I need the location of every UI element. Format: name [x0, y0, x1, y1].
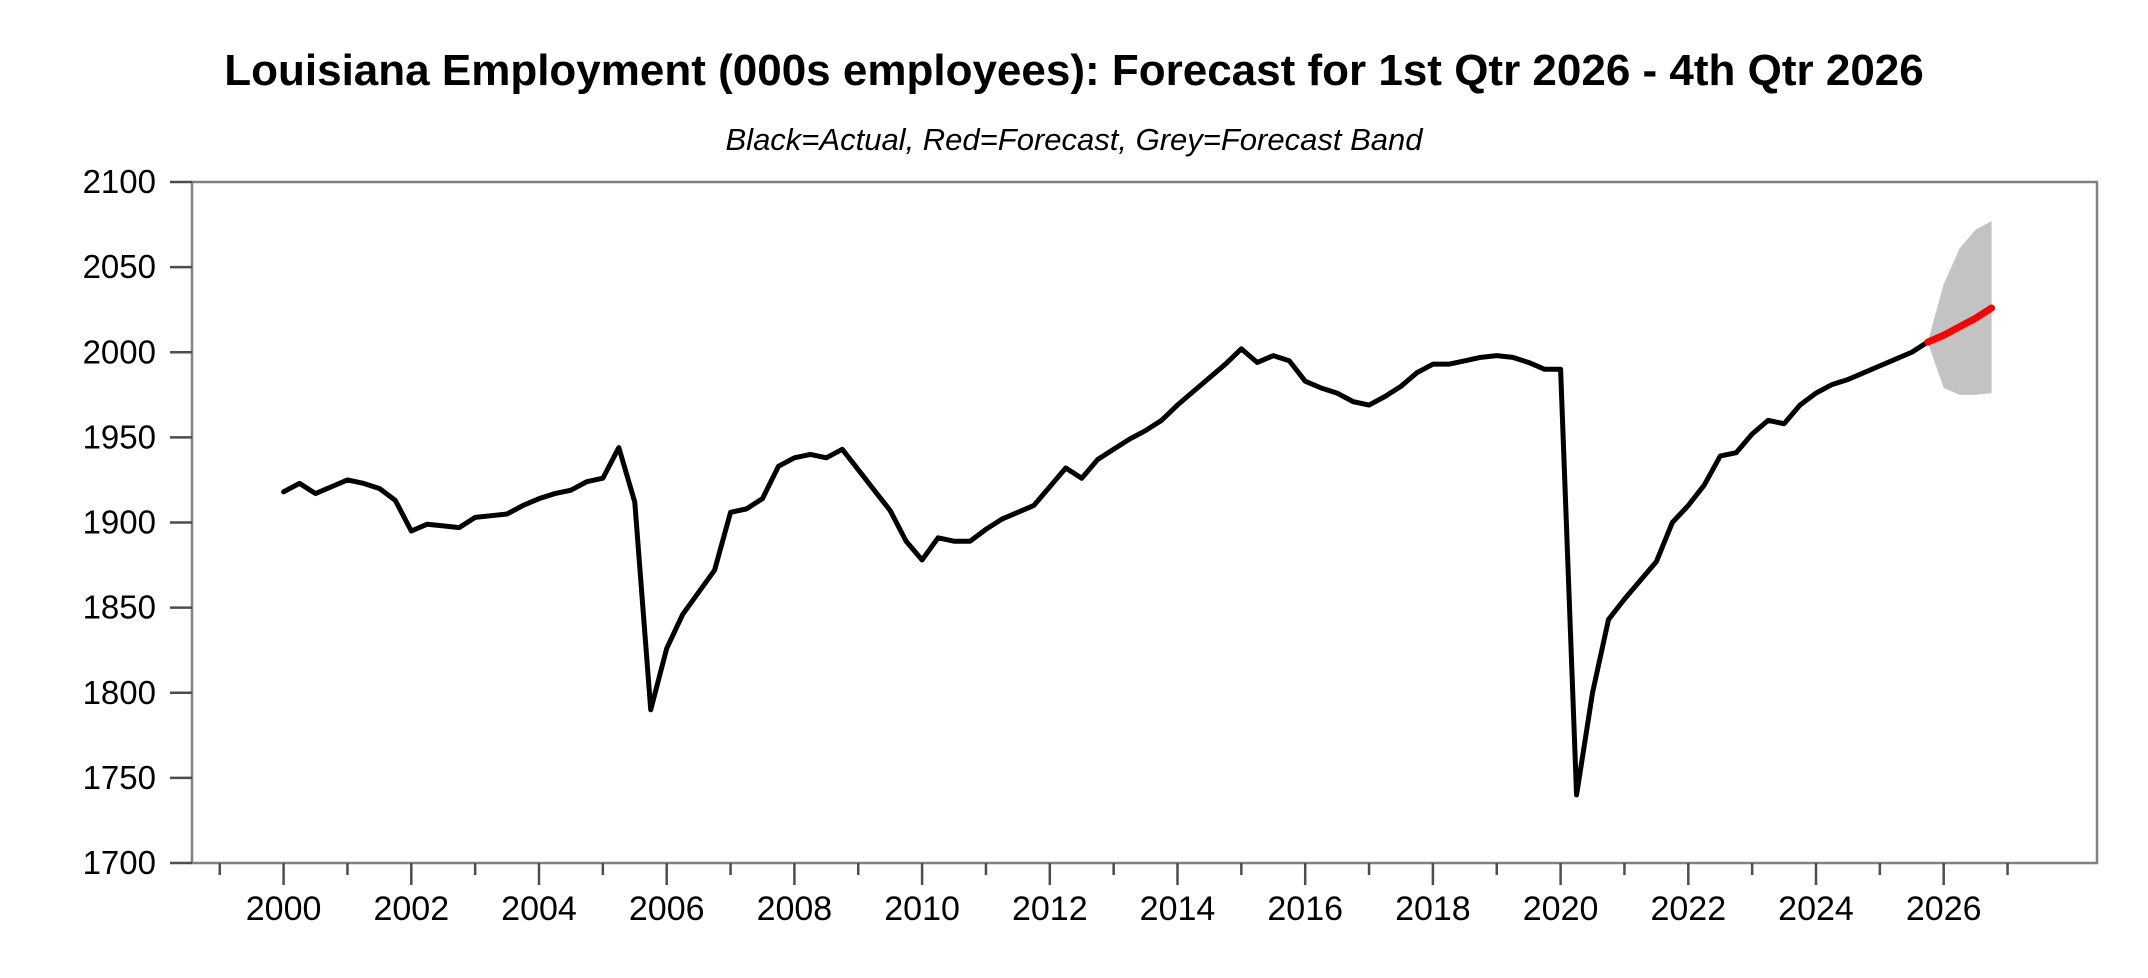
- y-axis-tick-label: 1750: [83, 759, 156, 796]
- x-axis-tick-label: 2026: [1906, 890, 1982, 928]
- chart-subtitle: Black=Actual, Red=Forecast, Grey=Forecas…: [725, 122, 1423, 157]
- forecast-band: [1927, 221, 1992, 395]
- x-axis-tick-label: 2016: [1267, 890, 1343, 928]
- y-axis-tick-label: 2100: [83, 163, 156, 200]
- y-axis-tick-label: 1950: [83, 418, 156, 455]
- x-axis-tick-label: 2000: [246, 890, 322, 928]
- y-axis-tick-label: 1850: [83, 589, 156, 626]
- chart-title: Louisiana Employment (000s employees): F…: [224, 46, 1924, 95]
- x-axis-tick-label: 2010: [884, 890, 960, 928]
- x-axis-tick-label: 2024: [1778, 890, 1854, 928]
- plot-frame: [190, 180, 2099, 865]
- x-axis-tick-label: 2002: [373, 890, 449, 928]
- y-axis-tick-label: 2000: [83, 333, 156, 370]
- y-axis-tick-label: 1800: [83, 674, 156, 711]
- y-axis-tick-label: 2050: [83, 248, 156, 285]
- forecast-line: [1924, 304, 1996, 346]
- y-axis-tick-label: 1700: [83, 844, 156, 881]
- x-axis-tick-label: 2004: [501, 890, 577, 928]
- y-axis-tick-label: 1900: [83, 504, 156, 541]
- x-axis-tick-label: 2012: [1012, 890, 1088, 928]
- actual-line: [281, 339, 1931, 798]
- x-axis-tick-label: 2006: [629, 890, 705, 928]
- x-axis-tick-label: 2020: [1523, 890, 1599, 928]
- x-axis-tick-label: 2014: [1140, 890, 1216, 928]
- x-axis-tick-label: 2018: [1395, 890, 1471, 928]
- x-axis-tick-label: 2008: [757, 890, 833, 928]
- x-axis-tick-label: 2022: [1650, 890, 1726, 928]
